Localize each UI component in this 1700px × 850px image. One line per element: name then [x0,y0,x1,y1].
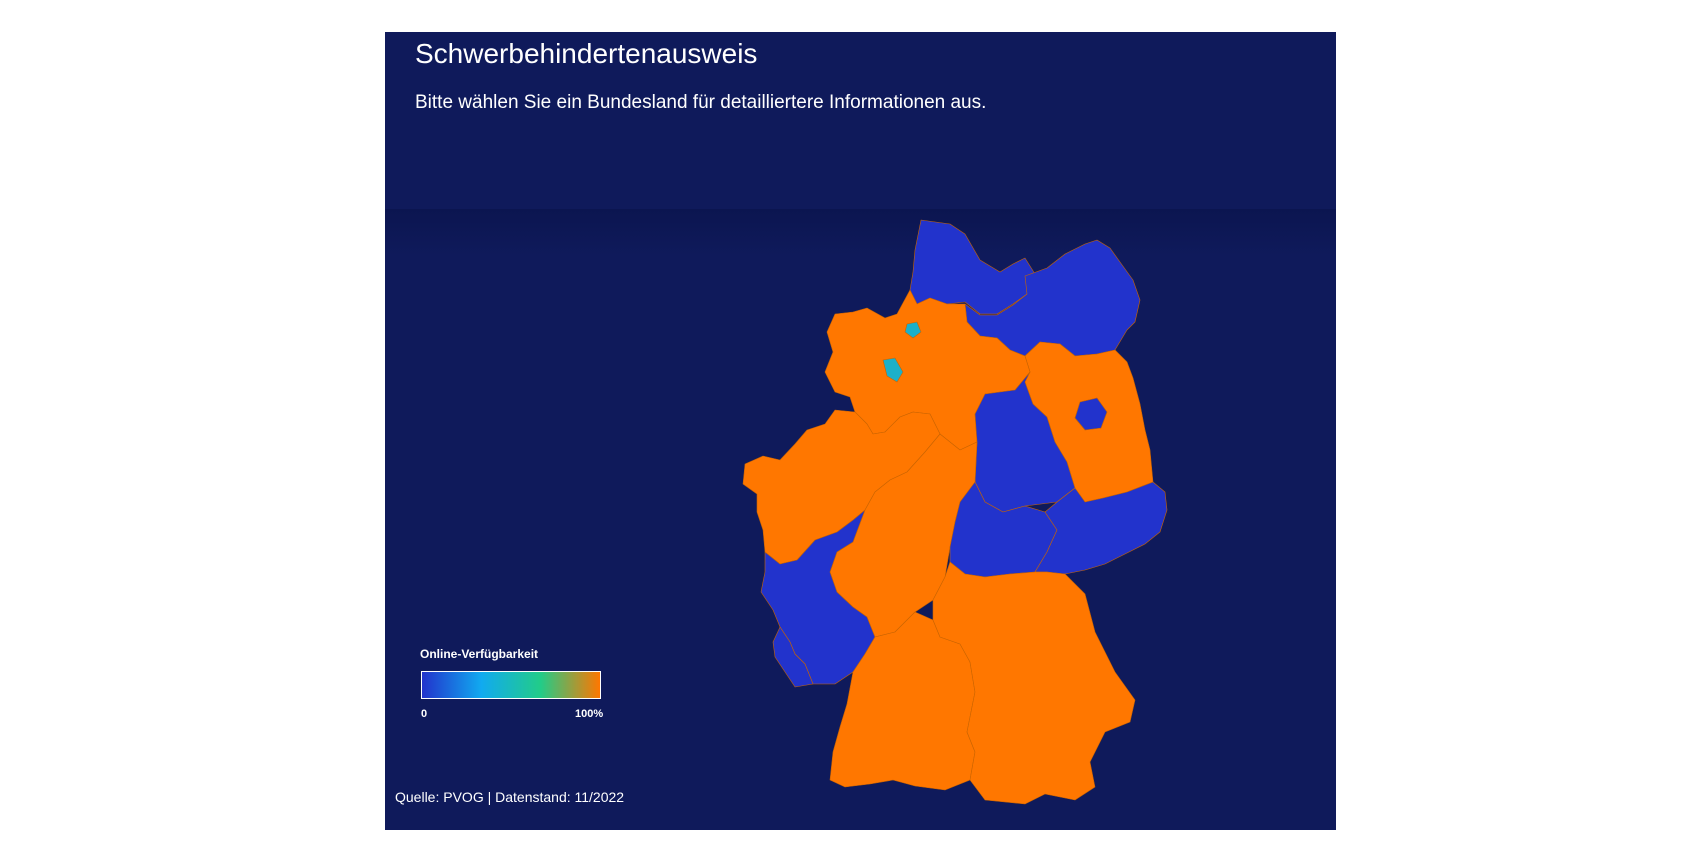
legend-max-label: 100% [575,708,604,720]
header: Schwerbehindertenausweis Bitte wählen Si… [385,32,1336,209]
map-panel: Schwerbehindertenausweis Bitte wählen Si… [385,32,1336,830]
legend-title: Online-Verfügbarkeit [420,647,539,661]
header-shadow [385,209,1336,255]
page-title: Schwerbehindertenausweis [415,38,758,69]
source-note: Quelle: PVOG | Datenstand: 11/2022 [395,789,625,805]
state-berlin[interactable] [1074,397,1108,431]
page-subtitle: Bitte wählen Sie ein Bundesland für deta… [415,92,987,113]
state-saarland[interactable] [772,626,814,688]
germany-map [742,219,1168,805]
legend-gradient-bar [421,671,601,699]
state-hamburg[interactable] [904,321,922,339]
legend-min-label: 0 [421,708,428,720]
state-bayern[interactable] [932,561,1136,805]
state-bremen[interactable] [882,357,904,383]
